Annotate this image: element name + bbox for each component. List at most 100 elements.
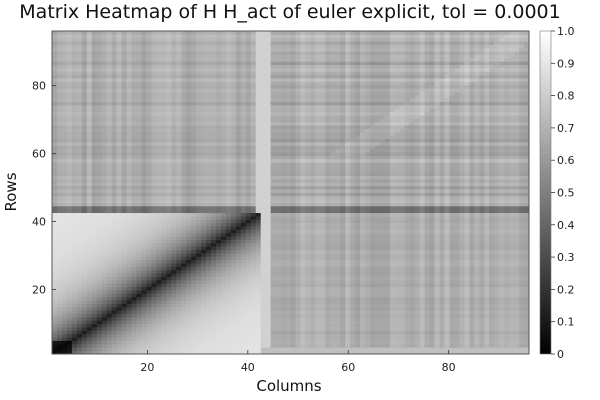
heatmap-cell — [285, 239, 291, 244]
heatmap-cell — [399, 333, 406, 338]
heatmap-cell — [290, 316, 296, 321]
heatmap-cell — [66, 239, 73, 244]
heatmap-cell — [206, 195, 212, 200]
heatmap-cell — [176, 209, 182, 214]
heatmap-cell — [374, 259, 381, 264]
heatmap-cell — [519, 219, 525, 224]
heatmap-cell — [464, 327, 470, 331]
heatmap-cell — [464, 269, 470, 274]
heatmap-cell — [360, 219, 366, 224]
heatmap-cell — [474, 290, 480, 294]
heatmap-cell — [524, 259, 530, 264]
heatmap-cell — [171, 202, 177, 207]
heatmap-cell — [489, 242, 495, 247]
heatmap-cell — [290, 310, 296, 314]
heatmap-cell — [61, 189, 68, 193]
heatmap-cell — [71, 340, 78, 345]
heatmap-cell — [325, 199, 331, 203]
heatmap-cell — [181, 256, 187, 261]
heatmap-cell — [479, 222, 485, 227]
heatmap-cell — [394, 202, 401, 207]
heatmap-cell — [116, 337, 122, 341]
heatmap-cell — [300, 286, 306, 291]
heatmap-cell — [240, 253, 247, 257]
heatmap-cell — [81, 320, 88, 325]
heatmap-cell — [315, 300, 321, 304]
heatmap-cell — [514, 320, 520, 325]
heatmap-cell — [509, 350, 515, 355]
heatmap-cell — [474, 205, 480, 210]
heatmap-cell — [489, 195, 495, 200]
heatmap-cell — [509, 286, 515, 291]
heatmap-cell — [131, 266, 137, 271]
heatmap-cell — [215, 222, 222, 227]
heatmap-cell — [504, 343, 510, 348]
heatmap-cell — [305, 290, 311, 294]
heatmap-cell — [225, 182, 232, 187]
heatmap-cell — [176, 330, 182, 335]
heatmap-cell — [275, 283, 281, 288]
heatmap-cell — [449, 313, 455, 318]
heatmap-cell — [404, 273, 411, 277]
heatmap-cell — [330, 337, 336, 341]
heatmap-cell — [245, 269, 252, 274]
heatmap-cell — [146, 293, 152, 298]
heatmap-cell — [325, 337, 331, 341]
heatmap-cell — [121, 263, 127, 267]
heatmap-cell — [186, 300, 192, 304]
heatmap-cell — [484, 269, 490, 274]
heatmap-cell — [191, 189, 197, 193]
heatmap-cell — [514, 263, 520, 267]
heatmap-cell — [414, 256, 421, 261]
heatmap-cell — [439, 286, 445, 291]
heatmap-cell — [374, 306, 381, 311]
heatmap-cell — [355, 320, 361, 325]
heatmap-cell — [514, 347, 520, 351]
heatmap-cell — [409, 266, 416, 271]
heatmap-cell — [365, 263, 371, 267]
heatmap-cell — [434, 310, 440, 314]
heatmap-cell — [141, 222, 147, 227]
heatmap-cell — [295, 212, 301, 217]
heatmap-cell — [345, 236, 351, 240]
heatmap-cell — [434, 232, 440, 237]
heatmap-cell — [96, 283, 103, 288]
heatmap-cell — [335, 296, 341, 301]
heatmap-cell — [230, 242, 237, 247]
heatmap-cell — [424, 316, 430, 321]
heatmap-cell — [444, 199, 450, 203]
heatmap-cell — [315, 323, 321, 328]
heatmap-cell — [330, 253, 336, 257]
heatmap-cell — [225, 236, 232, 240]
heatmap-cell — [340, 222, 346, 227]
heatmap-cell — [345, 226, 351, 230]
heatmap-cell — [201, 192, 207, 197]
heatmap-cell — [270, 347, 276, 351]
heatmap-cell — [419, 205, 426, 210]
heatmap-cell — [374, 246, 381, 251]
heatmap-cell — [141, 236, 147, 240]
heatmap-cell — [519, 306, 525, 311]
heatmap-cell — [459, 269, 465, 274]
heatmap-cell — [235, 310, 242, 314]
heatmap-cell — [379, 242, 386, 247]
heatmap-cell — [176, 256, 182, 261]
heatmap-cell — [131, 343, 137, 348]
heatmap-cell — [355, 283, 361, 288]
heatmap-cell — [469, 269, 475, 274]
heatmap-cell — [479, 266, 485, 271]
heatmap-cell — [524, 269, 530, 274]
heatmap-cell — [399, 202, 406, 207]
heatmap-cell — [196, 229, 202, 234]
heatmap-cell — [474, 316, 480, 321]
heatmap-cell — [379, 300, 386, 304]
heatmap-cell — [449, 216, 455, 220]
heatmap-cell — [524, 226, 530, 230]
heatmap-cell — [290, 273, 296, 277]
heatmap-cell — [320, 347, 326, 351]
heatmap-cell — [350, 242, 356, 247]
heatmap-cell — [76, 199, 83, 203]
heatmap-cell — [300, 327, 306, 331]
heatmap-cell — [161, 256, 167, 261]
heatmap-cell — [265, 300, 271, 304]
